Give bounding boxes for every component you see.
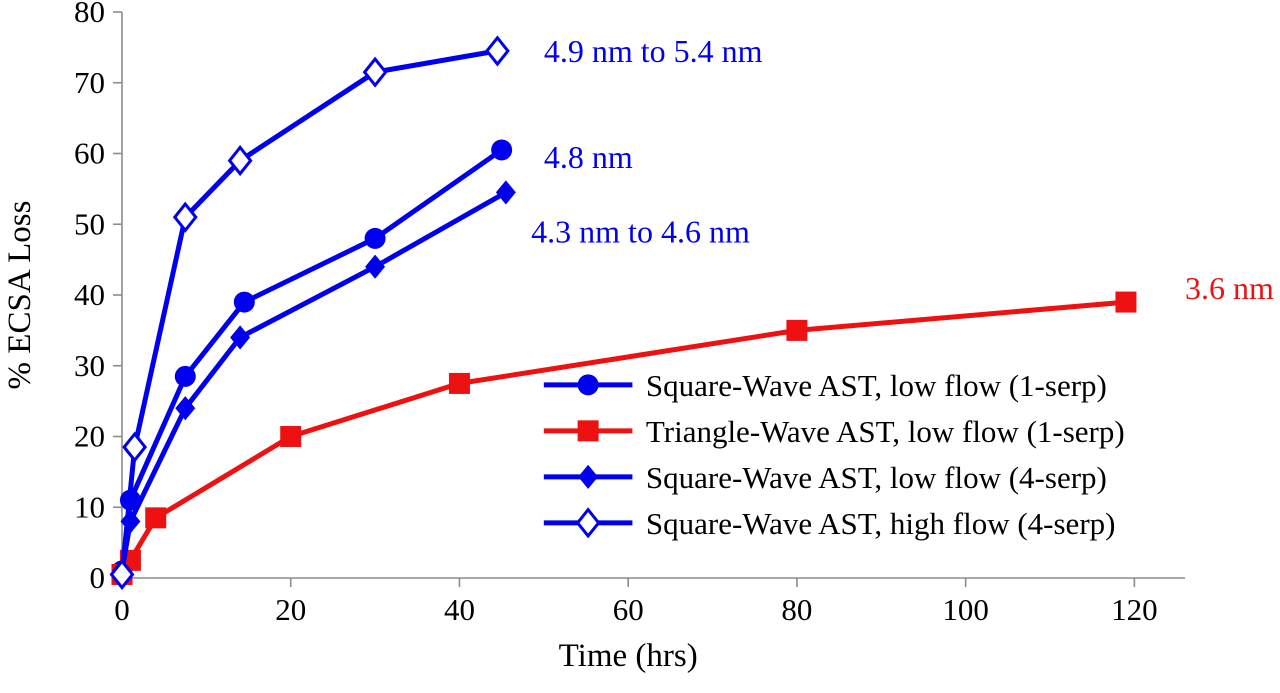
marker-diamond-open (122, 431, 148, 463)
marker-square (1115, 291, 1137, 313)
marker-diamond-open (485, 35, 510, 67)
legend-label: Triangle-Wave AST, low flow (1-serp) (646, 414, 1125, 449)
marker-diamond (495, 180, 516, 205)
marker-circle (364, 227, 386, 249)
marker-circle (174, 365, 196, 387)
marker-circle (491, 139, 513, 161)
y-tick-label: 60 (74, 136, 105, 171)
legend-label: Square-Wave AST, high flow (4-serp) (646, 506, 1116, 541)
y-tick-label: 70 (74, 65, 105, 100)
annotation-label: 4.8 nm (544, 139, 633, 175)
marker-circle (233, 291, 255, 313)
y-tick-label: 10 (74, 489, 105, 524)
annotation-label: 3.6 nm (1185, 270, 1274, 306)
annotation-label: 4.3 nm to 4.6 nm (531, 213, 750, 249)
y-tick-label: 80 (74, 0, 105, 29)
series-line-4 (119, 48, 500, 577)
x-axis-title: Time (hrs) (559, 638, 698, 674)
x-tick-label: 0 (114, 592, 130, 627)
marker-diamond (230, 325, 251, 350)
marker-diamond-open (227, 145, 253, 177)
marker-diamond (578, 464, 599, 489)
y-tick-label: 40 (74, 277, 105, 312)
marker-square (577, 420, 599, 442)
marker-diamond-open (575, 507, 601, 539)
legend-label: Square-Wave AST, low flow (4-serp) (646, 460, 1107, 495)
marker-diamond (175, 396, 196, 421)
marker-diamond-open (109, 558, 135, 590)
marker-square (145, 507, 167, 529)
marker-square (786, 319, 808, 341)
marker-circle (577, 374, 599, 396)
x-tick-label: 80 (781, 592, 812, 627)
y-tick-label: 20 (74, 419, 105, 454)
x-tick-label: 100 (942, 592, 989, 627)
y-tick-label: 0 (90, 560, 106, 595)
marker-diamond-open (362, 56, 388, 88)
marker-square (280, 426, 302, 447)
x-tick-label: 20 (275, 592, 306, 627)
y-tick-label: 50 (74, 206, 105, 241)
marker-diamond (365, 254, 386, 279)
x-tick-label: 40 (444, 592, 475, 627)
marker-square (448, 372, 470, 394)
marker-diamond-open (172, 201, 198, 233)
x-tick-label: 60 (613, 592, 644, 627)
x-tick-label: 120 (1111, 592, 1158, 627)
legend-label: Square-Wave AST, low flow (1-serp) (646, 368, 1107, 403)
y-axis-title: % ECSA Loss (2, 201, 38, 390)
annotation-label: 4.9 nm to 5.4 nm (544, 33, 763, 69)
y-tick-label: 30 (74, 348, 105, 383)
